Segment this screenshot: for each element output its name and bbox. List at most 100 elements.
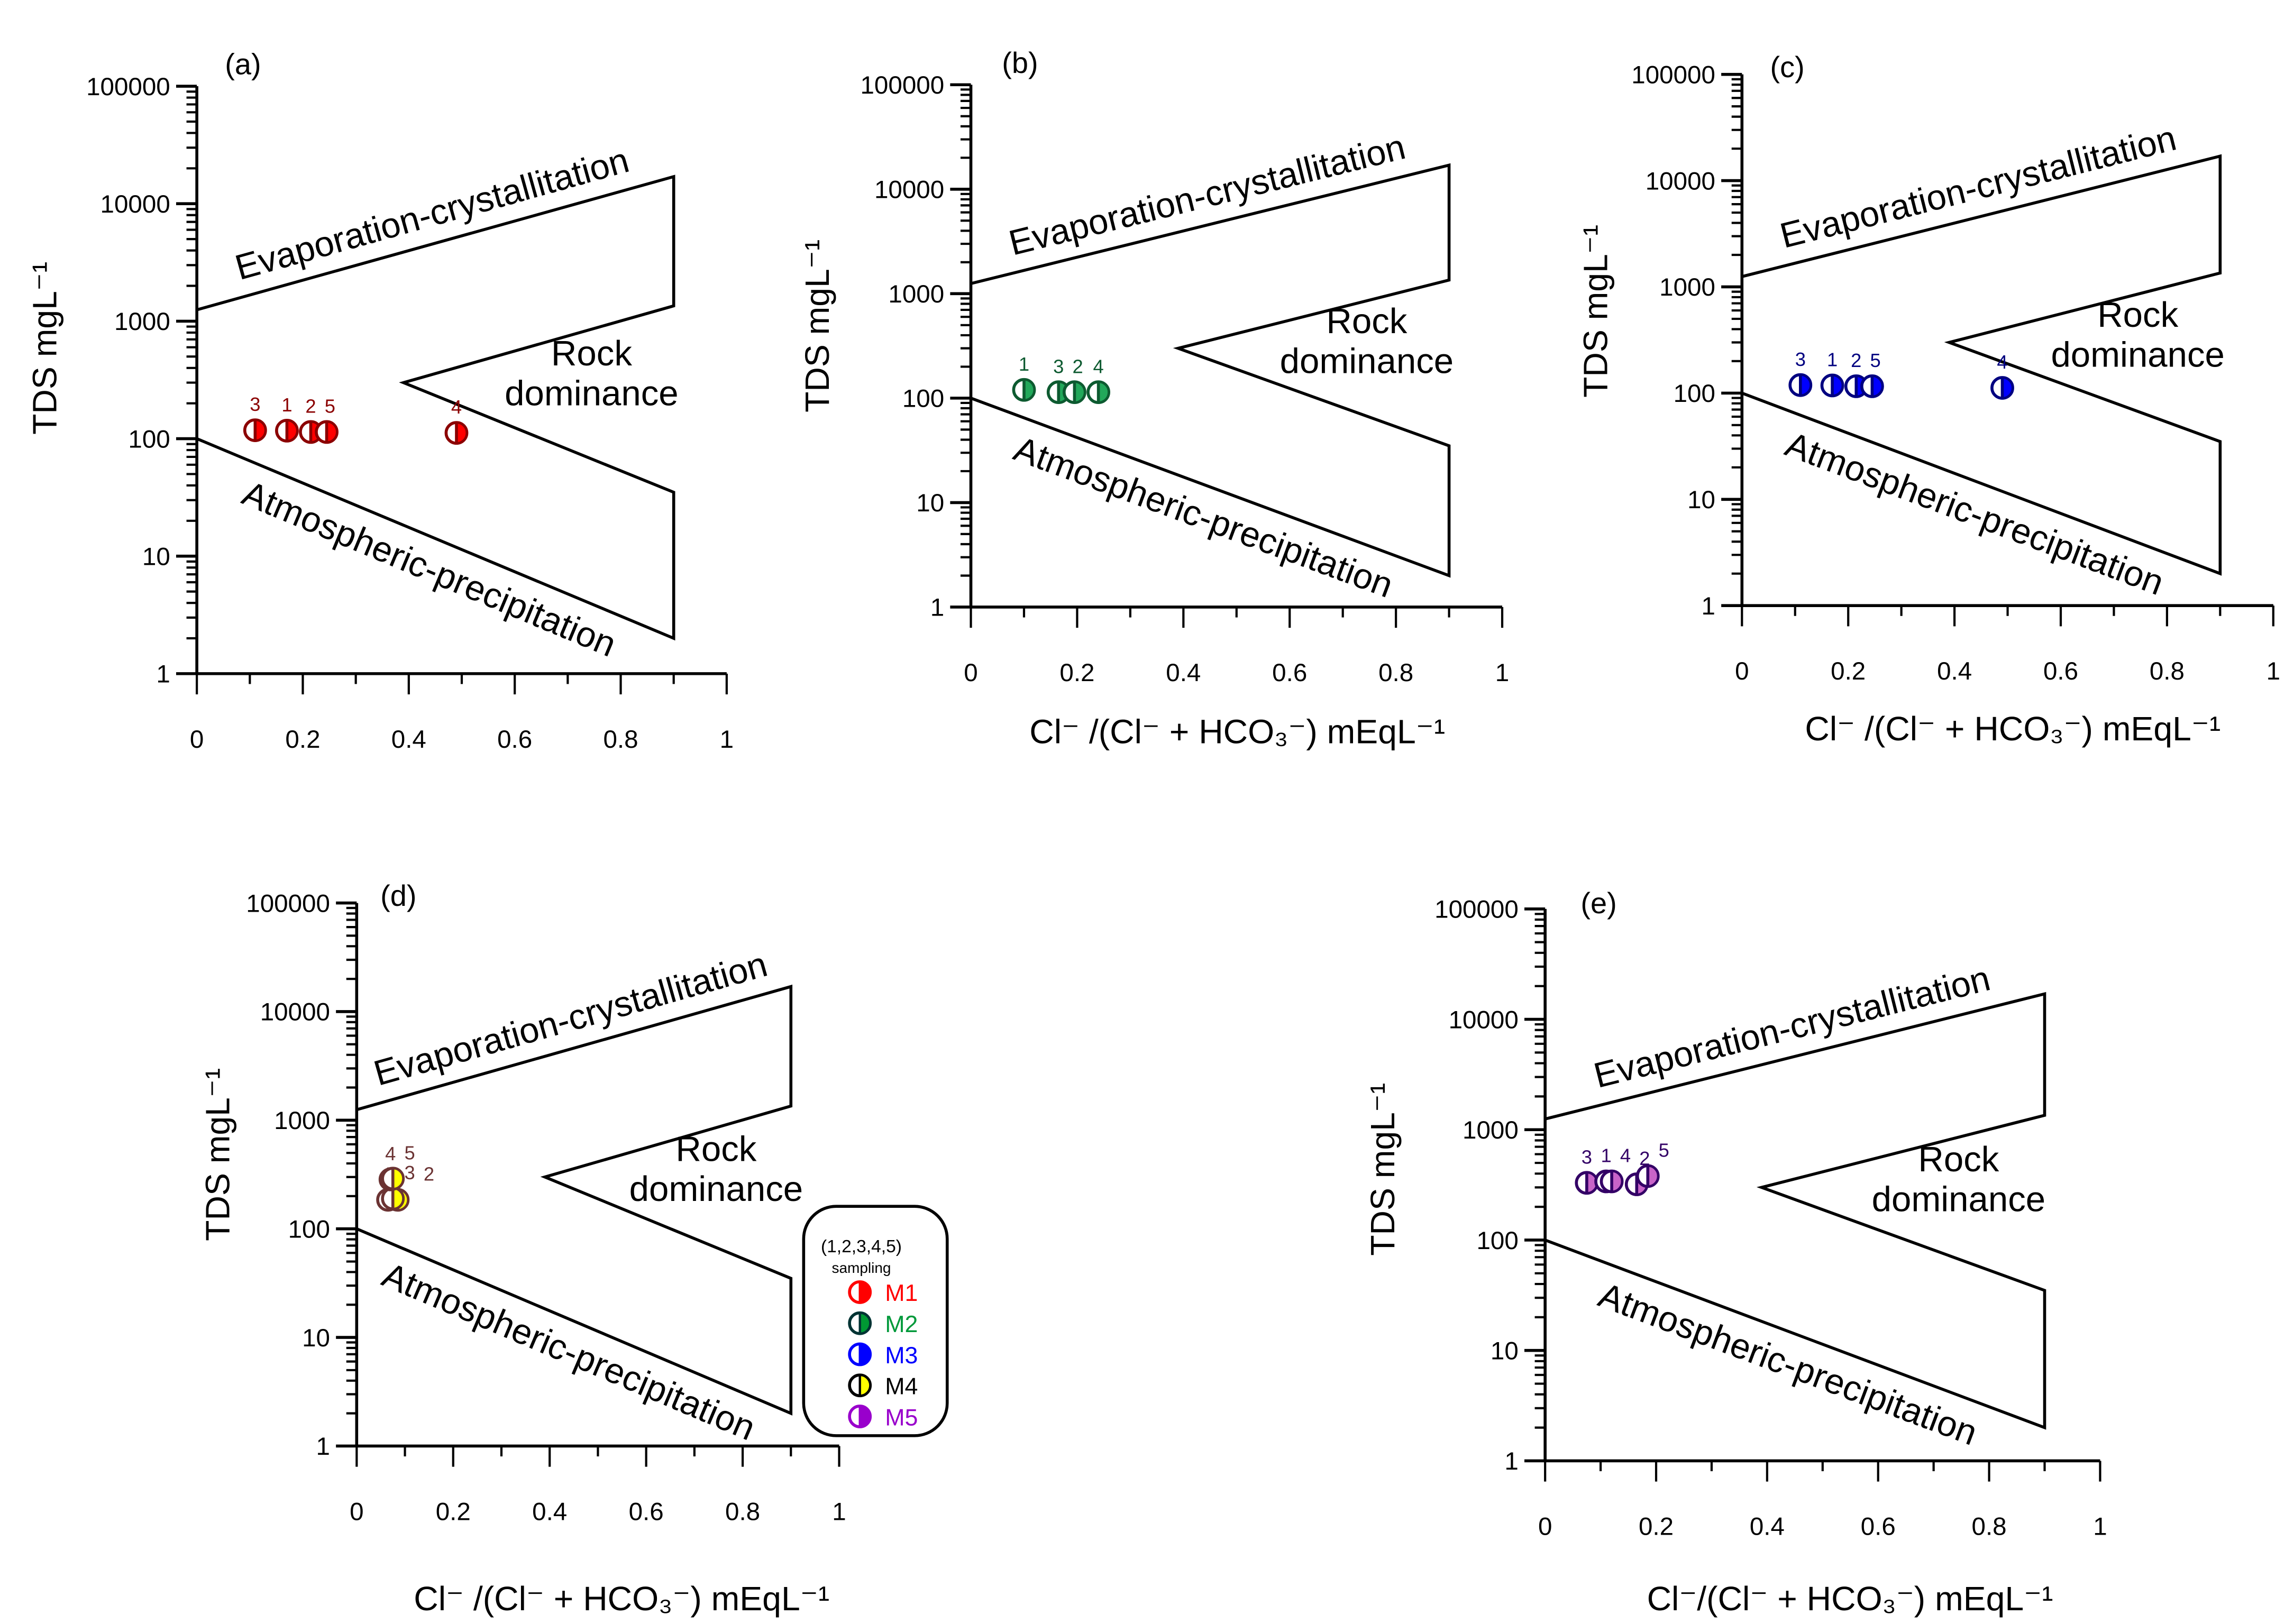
data-point-m5: 3 xyxy=(1575,1146,1599,1195)
point-half-fill xyxy=(1610,1170,1623,1193)
y-axis-title: TDS mgL⁻¹ xyxy=(798,240,836,412)
atmospheric-label: Atmospheric-precipitation xyxy=(1009,429,1398,605)
point-label: 3 xyxy=(1795,348,1806,370)
atmospheric-label: Atmospheric-precipitation xyxy=(377,1255,761,1448)
rock-label-line1: Rock xyxy=(551,334,632,373)
y-tick-label: 100 xyxy=(1674,380,1715,408)
data-point-m1: 4 xyxy=(444,396,469,445)
rock-label-line1: Rock xyxy=(2097,295,2178,335)
y-tick-label: 100000 xyxy=(246,889,330,917)
legend-marker-fill xyxy=(858,1405,872,1428)
legend-subtitle: sampling xyxy=(832,1260,891,1276)
panel-label: (b) xyxy=(1002,46,1038,79)
point-half-fill xyxy=(391,1167,405,1190)
x-tick-label: 0.8 xyxy=(2150,657,2185,685)
point-label: 4 xyxy=(1620,1145,1631,1167)
legend-label: M1 xyxy=(885,1280,918,1306)
legend-marker-fill xyxy=(858,1311,872,1335)
y-tick-label: 1000 xyxy=(1463,1116,1519,1144)
y-tick-label: 100000 xyxy=(86,73,170,101)
legend-entry-m4: M4 xyxy=(848,1373,918,1400)
x-tick-label: 0.8 xyxy=(725,1498,760,1526)
x-tick-label: 0.8 xyxy=(1378,659,1413,687)
point-half-fill xyxy=(325,420,339,444)
point-half-fill xyxy=(391,1187,405,1210)
point-label: 5 xyxy=(404,1142,415,1163)
point-half-fill xyxy=(455,421,468,445)
x-tick-label: 1 xyxy=(2093,1512,2107,1540)
point-label: 3 xyxy=(404,1162,415,1183)
evaporation-label: Evaporation-crystallitation xyxy=(370,944,772,1094)
x-tick-label: 1 xyxy=(720,726,734,754)
x-tick-label: 0.8 xyxy=(1972,1512,2007,1540)
x-tick-label: 0.2 xyxy=(1831,657,1866,685)
y-axis-title: TDS mgL⁻¹ xyxy=(1364,1083,1402,1256)
y-tick-label: 10 xyxy=(1687,486,1715,514)
rock-label-line2: dominance xyxy=(1280,341,1454,381)
evaporation-label: Evaporation-crystallitation xyxy=(1590,959,1994,1096)
legend-entry-m3: M3 xyxy=(848,1342,918,1369)
y-tick-label: 100 xyxy=(1476,1227,1518,1255)
point-half-fill xyxy=(1097,380,1110,404)
y-tick-label: 100000 xyxy=(1631,61,1715,89)
panel-c: 1 10 100 1000 10000 100000 0 0.2 0.4 0.6 0.8 1 (c) TD… xyxy=(1577,50,2280,748)
x-tick-label: 0.2 xyxy=(285,726,320,754)
y-tick-label: 100000 xyxy=(860,71,944,99)
gibbs-boundary-outline xyxy=(1741,154,2222,576)
legend: (1,2,3,4,5) sampling M1 M2 M3 M4 M5 xyxy=(802,1205,949,1437)
data-point-m3: 4 xyxy=(1990,351,2014,400)
point-half-fill xyxy=(254,418,267,442)
y-tick-label: 1000 xyxy=(1659,273,1715,301)
evaporation-label: Evaporation-crystallitation xyxy=(231,140,634,288)
data-point-m3: 5 xyxy=(1860,350,1884,398)
data-point-m1: 3 xyxy=(243,393,267,442)
y-tick-label: 10 xyxy=(916,489,944,517)
legend-title: (1,2,3,4,5) xyxy=(821,1237,902,1256)
x-tick-label: 0.4 xyxy=(1937,657,1972,685)
x-tick-label: 0.6 xyxy=(2043,657,2078,685)
panel-label: (c) xyxy=(1770,50,1804,84)
x-tick-label: 0.4 xyxy=(391,726,426,754)
point-label: 1 xyxy=(1601,1145,1611,1167)
panel-b: 1 10 100 1000 10000 100000 0 0.2 0.4 0.6 0.8 1 (b) TD… xyxy=(798,46,1509,751)
point-half-fill xyxy=(1647,1164,1659,1188)
legend-label: M4 xyxy=(885,1373,918,1400)
y-axis-title: TDS mgL⁻¹ xyxy=(199,1068,237,1241)
rock-label-line2: dominance xyxy=(505,374,678,414)
y-tick-label: 10 xyxy=(1491,1337,1519,1365)
point-label: 3 xyxy=(250,393,260,415)
gibbs-boundary-outline xyxy=(970,163,1451,578)
evaporation-label: Evaporation-crystallitation xyxy=(1005,127,1409,263)
y-tick-label: 1000 xyxy=(888,280,944,308)
legend-marker-fill xyxy=(858,1343,872,1366)
point-label: 2 xyxy=(305,396,316,417)
point-label: 4 xyxy=(451,396,462,418)
atmospheric-label: Atmospheric-precipitation xyxy=(1780,424,2169,603)
panel-e: 1 10 100 1000 10000 100000 0 0.2 0.4 0.6 0.8 1 (e) TD… xyxy=(1364,886,2107,1618)
point-label: 1 xyxy=(1019,353,1029,375)
x-tick-label: 1 xyxy=(1495,659,1509,687)
y-tick-label: 1 xyxy=(930,594,944,622)
y-tick-label: 10 xyxy=(302,1324,330,1352)
x-tick-label: 0.4 xyxy=(532,1498,567,1526)
point-label: 5 xyxy=(325,396,335,417)
y-tick-label: 1 xyxy=(1504,1447,1518,1475)
point-label: 3 xyxy=(1582,1146,1592,1168)
gibbs-boundary-outline xyxy=(196,175,675,641)
gibbs-boundary-outline xyxy=(356,984,793,1416)
rock-label-line2: dominance xyxy=(2051,335,2224,375)
rock-label-line1: Rock xyxy=(1326,301,1407,341)
x-tick-label: 0.6 xyxy=(1272,659,1307,687)
y-tick-label: 10 xyxy=(142,543,170,571)
data-point-m3: 1 xyxy=(1820,349,1844,398)
legend-label: M3 xyxy=(885,1342,918,1369)
rock-label-line1: Rock xyxy=(675,1130,756,1169)
panel-a: 1 10 100 1000 10000 100000 0 0.2 0.4 0.6 0.8 1 (a) TD… xyxy=(25,48,734,754)
point-half-fill xyxy=(2001,376,2014,400)
legend-entry-m2: M2 xyxy=(848,1311,918,1337)
y-tick-label: 100 xyxy=(902,385,944,413)
rock-label-line2: dominance xyxy=(629,1169,803,1209)
x-tick-label: 0.2 xyxy=(436,1498,471,1526)
data-point-m4: 5 xyxy=(381,1142,415,1191)
